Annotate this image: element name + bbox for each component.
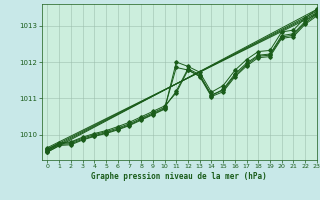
X-axis label: Graphe pression niveau de la mer (hPa): Graphe pression niveau de la mer (hPa) — [91, 172, 267, 181]
